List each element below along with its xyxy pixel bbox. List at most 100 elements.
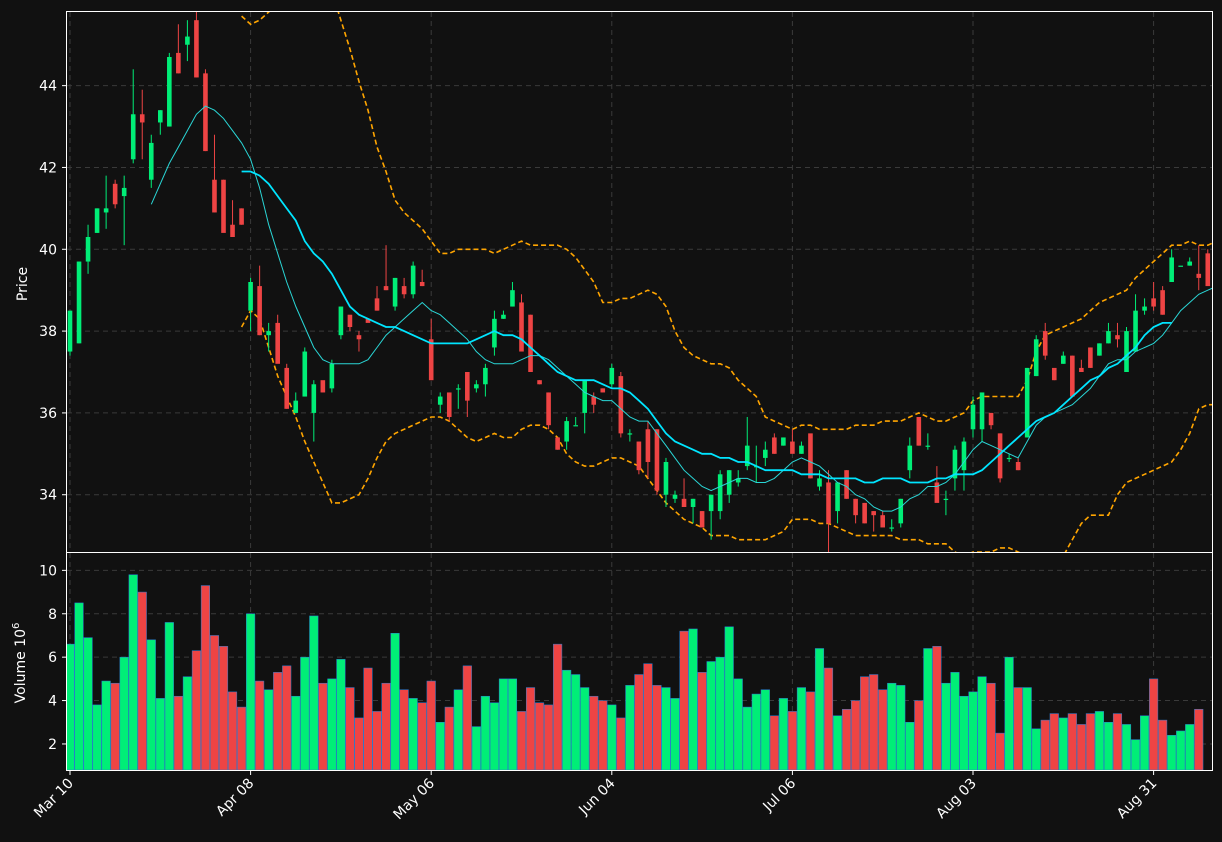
volume-bar (1022, 687, 1032, 770)
candle (275, 314, 280, 364)
volume-bar (598, 700, 608, 770)
candle-body (817, 478, 822, 487)
candle-body (212, 179, 217, 213)
volume-bar (237, 706, 247, 770)
candle-body (1187, 261, 1193, 266)
volume-bar (860, 676, 870, 770)
candle-body (1160, 290, 1165, 315)
candle-body (1015, 462, 1021, 471)
candle-body (112, 183, 118, 205)
candle (85, 224, 91, 274)
candle (618, 372, 624, 438)
candle (1142, 298, 1147, 315)
volume-bar (381, 682, 391, 770)
volume-bar (616, 717, 626, 770)
volume-bar (426, 680, 436, 770)
candle-body (76, 261, 82, 344)
candle-body (564, 421, 569, 442)
volume-bar (354, 717, 364, 770)
candle (1178, 265, 1183, 267)
candle (537, 380, 542, 385)
candle-body (1070, 355, 1075, 397)
candle (907, 437, 913, 479)
candle (501, 310, 506, 319)
candle (1196, 245, 1202, 291)
volume-bar (1140, 715, 1150, 770)
volume-bar (471, 726, 481, 770)
candle (636, 441, 642, 475)
candle-body (1106, 331, 1111, 344)
volume-bar (679, 630, 689, 770)
candle-body (284, 367, 290, 409)
price-bands (240, 12, 1212, 552)
candle (528, 314, 533, 372)
candle (112, 179, 118, 209)
volume-bar (363, 667, 373, 770)
candle (1015, 457, 1021, 471)
volume-bar (282, 665, 292, 770)
candle (799, 441, 804, 454)
candle (284, 363, 290, 409)
candle-body (257, 286, 262, 336)
volume-bar (1176, 730, 1186, 770)
candle (392, 277, 398, 311)
candle (266, 322, 271, 352)
volume-bar (724, 626, 734, 770)
candle (889, 519, 895, 532)
volume-bar (715, 656, 725, 770)
candle (898, 498, 904, 528)
candle (934, 466, 940, 503)
volume-bar (1167, 735, 1177, 770)
volume-axis-label: Volume 106 (11, 623, 29, 704)
candle-body (681, 498, 687, 507)
volume-bar (535, 702, 545, 770)
candle (1115, 322, 1120, 348)
volume-bar (1103, 722, 1114, 770)
candle (1051, 367, 1057, 381)
candle-body (1178, 265, 1183, 267)
candle-body (221, 179, 226, 233)
candle-body (835, 482, 840, 512)
volume-bar (887, 682, 897, 770)
price-tick-label: 36 (39, 406, 57, 422)
volume-bar (670, 698, 680, 770)
candle (185, 20, 190, 62)
candle-body (383, 286, 389, 291)
volume-bar (318, 682, 328, 770)
candle (790, 429, 795, 454)
candle-body (600, 388, 606, 393)
candle (979, 392, 985, 442)
candle-body (67, 310, 73, 352)
volume-bar (255, 680, 265, 770)
volume-bar (1112, 713, 1123, 770)
candle (338, 306, 344, 340)
volume-bar (246, 613, 256, 770)
candle (627, 429, 633, 442)
volume-bar (589, 695, 599, 770)
candle (645, 421, 651, 479)
candle-body (194, 20, 199, 78)
volume-bar (309, 615, 319, 770)
candle-body (419, 282, 425, 287)
volume-bar (119, 656, 129, 770)
volume-bar (435, 722, 445, 770)
volume-bar (110, 682, 120, 770)
candle (383, 245, 389, 291)
candle (699, 511, 705, 528)
candle (1205, 249, 1211, 287)
candle-body (907, 445, 913, 471)
candle-body (85, 237, 91, 262)
volume-bar (851, 700, 861, 770)
candle (600, 388, 606, 393)
volume-bar (706, 661, 716, 770)
volume-bar (372, 711, 382, 770)
candle-body (1042, 331, 1048, 356)
volume-bar (571, 674, 581, 770)
candle-body (952, 449, 958, 479)
candle-body (1051, 367, 1057, 381)
candle (564, 417, 569, 450)
volume-bar (1076, 724, 1086, 770)
volume-bar (697, 672, 707, 770)
candle (1079, 359, 1084, 372)
